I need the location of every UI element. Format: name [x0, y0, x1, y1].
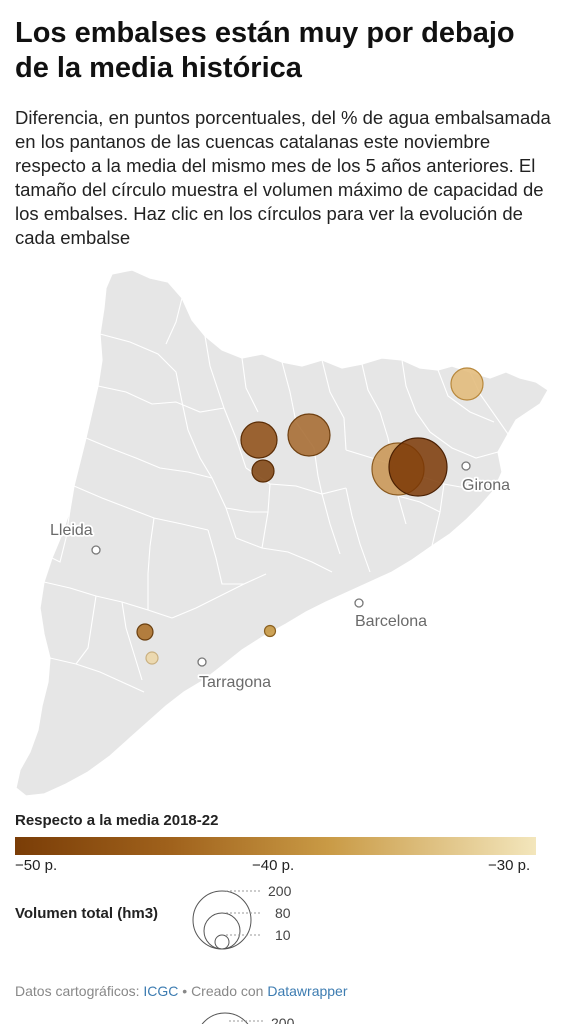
size-legend-label: 200 [268, 883, 292, 899]
size-legend-label: 80 [275, 905, 291, 921]
catalonia-map: Lleida Girona Barcelona Tarragona [15, 269, 549, 797]
footer-separator: • Creado con [182, 983, 264, 999]
lleida-dot [91, 545, 101, 555]
reservoir-circle[interactable] [240, 421, 278, 459]
cut-off-size-legend: 200 [201, 1012, 295, 1024]
reservoir-circle[interactable] [388, 437, 448, 497]
city-label-tarragona: Tarragona [199, 674, 271, 691]
reservoir-circle[interactable] [145, 651, 159, 665]
datawrapper-link[interactable]: Datawrapper [267, 983, 348, 999]
reservoir-circle[interactable] [263, 624, 277, 638]
color-legend-tick: −50 p. [15, 857, 58, 874]
color-legend-gradient [15, 837, 536, 855]
reservoir-circle[interactable] [450, 367, 484, 401]
chart-title: Los embalses están muy por debajo de la … [15, 17, 515, 84]
tarragona-dot [197, 657, 207, 667]
reservoir-circle[interactable] [136, 623, 154, 641]
city-label-lleida: Lleida [50, 522, 93, 539]
color-legend-title: Respecto a la media 2018-22 [15, 812, 219, 829]
size-legend-circle-10 [214, 934, 230, 950]
reservoir-circle[interactable] [251, 459, 275, 483]
comarca-borders [43, 297, 509, 693]
footer: Datos cartográficos: ICGC • Creado con D… [15, 983, 348, 999]
footer-source-label: Datos cartográficos: [15, 983, 140, 999]
cut-off-label: 200 [271, 1015, 295, 1024]
city-label-girona: Girona [462, 477, 510, 494]
barcelona-dot [354, 598, 364, 608]
chart-subtitle: Diferencia, en puntos porcentuales, del … [15, 107, 551, 248]
size-legend-title: Volumen total (hm3) [15, 905, 159, 922]
size-legend-label: 10 [275, 927, 291, 943]
color-legend-tick: −40 p. [252, 857, 295, 874]
size-legend-circle-80 [203, 912, 241, 950]
catalonia-shape [15, 269, 549, 797]
reservoir-circle[interactable] [287, 413, 331, 457]
girona-dot [461, 461, 471, 471]
size-legend-circle-200 [192, 890, 252, 950]
city-label-barcelona: Barcelona [355, 613, 427, 630]
size-legend: 200 80 10 [192, 883, 292, 950]
icgc-link[interactable]: ICGC [143, 983, 179, 999]
color-legend-tick: −30 p. [488, 857, 531, 874]
